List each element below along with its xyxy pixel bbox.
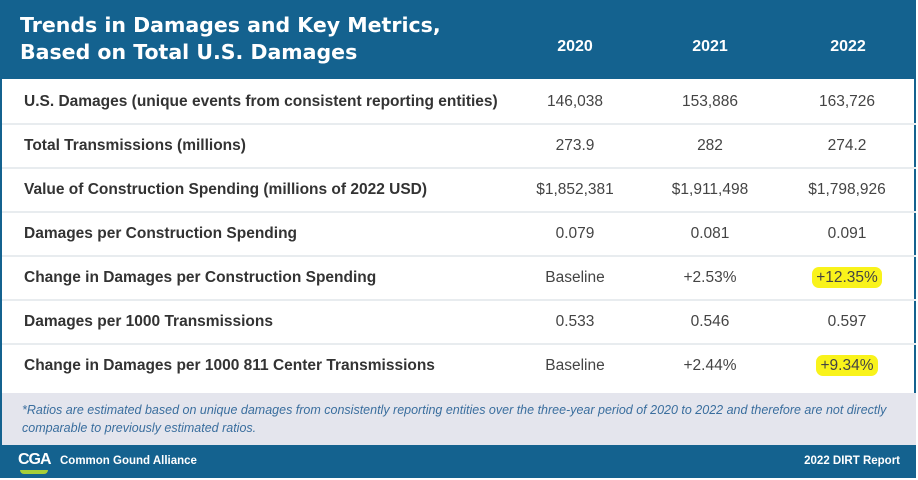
- cell-2020: 0.079: [505, 225, 645, 243]
- cell-value: $1,852,381: [536, 181, 614, 198]
- cell-value: 146,038: [546, 93, 604, 110]
- title-line-2: Based on Total U.S. Damages: [20, 40, 358, 64]
- row-label: Damages per 1000 Transmissions: [24, 313, 273, 330]
- cell-2021: $1,911,498: [640, 181, 780, 199]
- row-label: Value of Construction Spending (millions…: [24, 181, 428, 198]
- cell-2021: 153,886: [640, 93, 780, 111]
- cell-2020: Baseline: [505, 269, 645, 287]
- cell-value: 0.546: [690, 313, 730, 330]
- cell-2022: $1,798,926: [777, 181, 917, 199]
- cga-logo: CGA: [18, 451, 52, 468]
- cell-2021: 0.546: [640, 313, 780, 331]
- cell-2020: 146,038: [505, 93, 645, 111]
- title-line-1: Trends in Damages and Key Metrics,: [20, 13, 441, 37]
- logo-swoosh-icon: [20, 470, 48, 474]
- row-label: Total Transmissions (millions): [24, 137, 246, 154]
- cell-2020: 273.9: [505, 137, 645, 155]
- cell-value: +2.44%: [683, 357, 737, 374]
- cell-2022: +9.34%: [777, 355, 917, 376]
- column-header-2022: 2022: [830, 38, 866, 55]
- cell-value: 0.081: [690, 225, 730, 242]
- cell-value: +2.53%: [683, 269, 737, 286]
- cell-value: Baseline: [545, 357, 605, 374]
- cell-value: +9.34%: [816, 355, 878, 376]
- report-name: 2022 DIRT Report: [804, 455, 900, 467]
- cell-value: 274.2: [827, 137, 867, 154]
- cell-2021: 282: [640, 137, 780, 155]
- table-header: Trends in Damages and Key Metrics, Based…: [2, 0, 916, 79]
- table-row: U.S. Damages (unique events from consist…: [2, 81, 916, 125]
- cell-value: 153,886: [681, 93, 739, 110]
- cell-2022: 0.597: [777, 313, 917, 331]
- cell-value: 163,726: [818, 93, 876, 110]
- table-row: Damages per Construction Spending 0.079 0.…: [2, 213, 916, 257]
- cell-value: 0.091: [827, 225, 867, 242]
- organization-name: Common Gound Alliance: [60, 455, 197, 467]
- cell-2020: $1,852,381: [505, 181, 645, 199]
- row-label: Damages per Construction Spending: [24, 225, 298, 242]
- column-header-2020: 2020: [557, 38, 593, 55]
- table-body: U.S. Damages (unique events from consist…: [2, 81, 916, 389]
- table-row: Value of Construction Spending (millions…: [2, 169, 916, 213]
- row-label: Change in Damages per 1000 811 Center Tr…: [24, 357, 435, 374]
- table-row: Change in Damages per 1000 811 Center Tr…: [2, 345, 916, 389]
- cell-value: 273.9: [555, 137, 595, 154]
- cell-2022: +12.35%: [777, 267, 917, 288]
- cell-2020: Baseline: [505, 357, 645, 375]
- cell-value: 0.079: [555, 225, 595, 242]
- cell-value: Baseline: [545, 269, 605, 286]
- row-label: U.S. Damages (unique events from consist…: [24, 93, 498, 110]
- cell-2021: +2.44%: [640, 357, 780, 375]
- cell-value: $1,798,926: [808, 181, 886, 198]
- cell-value: 0.597: [827, 313, 867, 330]
- cell-2022: 163,726: [777, 93, 917, 111]
- cell-2021: +2.53%: [640, 269, 780, 287]
- cell-2022: 274.2: [777, 137, 917, 155]
- cell-2020: 0.533: [505, 313, 645, 331]
- cell-value: 282: [697, 137, 723, 154]
- cell-value: +12.35%: [812, 267, 882, 288]
- column-header-2021: 2021: [692, 38, 728, 55]
- table-title: Trends in Damages and Key Metrics, Based…: [20, 12, 441, 66]
- table-row: Total Transmissions (millions) 273.9 282 27…: [2, 125, 916, 169]
- cell-2021: 0.081: [640, 225, 780, 243]
- cell-2022: 0.091: [777, 225, 917, 243]
- cell-value: $1,911,498: [671, 181, 749, 198]
- row-label: Change in Damages per Construction Spend…: [24, 269, 377, 286]
- footer: CGA Common Gound Alliance 2022 DIRT Repo…: [2, 445, 916, 478]
- table-row: Damages per 1000 Transmissions 0.533 0.546…: [2, 301, 916, 345]
- cell-value: 0.533: [555, 313, 595, 330]
- footnote: *Ratios are estimated based on unique da…: [2, 393, 916, 445]
- table-row: Change in Damages per Construction Spend…: [2, 257, 916, 301]
